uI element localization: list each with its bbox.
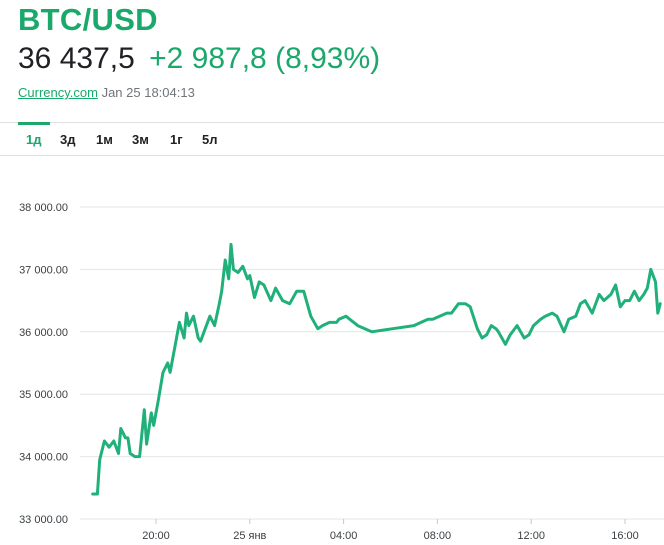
y-tick-label: 34 000.00 <box>19 452 68 464</box>
price-change: +2 987,8 (8,93%) <box>149 42 381 75</box>
range-tabs: 1д 3д 1м 3м 1г 5л <box>0 122 664 156</box>
x-tick-label: 16:00 <box>611 530 639 542</box>
tab-1d[interactable]: 1д <box>26 132 42 147</box>
price-row: 36 437,5 +2 987,8 (8,93%) <box>18 42 380 76</box>
tab-1y[interactable]: 1г <box>170 132 183 147</box>
x-tick-label: 08:00 <box>424 530 452 542</box>
pair-title: BTC/USD <box>18 2 158 37</box>
price-series-line <box>91 242 662 496</box>
tab-3d[interactable]: 3д <box>60 132 76 147</box>
source-link[interactable]: Currency.com <box>18 85 98 100</box>
current-price: 36 437,5 <box>18 42 135 75</box>
x-tick-label: 25 янв <box>233 530 266 542</box>
y-tick-label: 35 000.00 <box>19 389 68 401</box>
y-tick-label: 38 000.00 <box>19 202 68 214</box>
source-meta: Currency.com Jan 25 18:04:13 <box>18 85 195 100</box>
tab-1m[interactable]: 1м <box>96 132 113 147</box>
x-tick-label: 12:00 <box>517 530 545 542</box>
quote-timestamp: Jan 25 18:04:13 <box>101 85 195 100</box>
active-tab-indicator <box>18 122 50 125</box>
y-tick-label: 36 000.00 <box>19 327 68 339</box>
tab-3m[interactable]: 3м <box>132 132 149 147</box>
y-tick-label: 33 000.00 <box>19 514 68 526</box>
x-tick-label: 20:00 <box>142 530 170 542</box>
x-tick-label: 04:00 <box>330 530 358 542</box>
tab-5y[interactable]: 5л <box>202 132 218 147</box>
y-tick-label: 37 000.00 <box>19 264 68 276</box>
